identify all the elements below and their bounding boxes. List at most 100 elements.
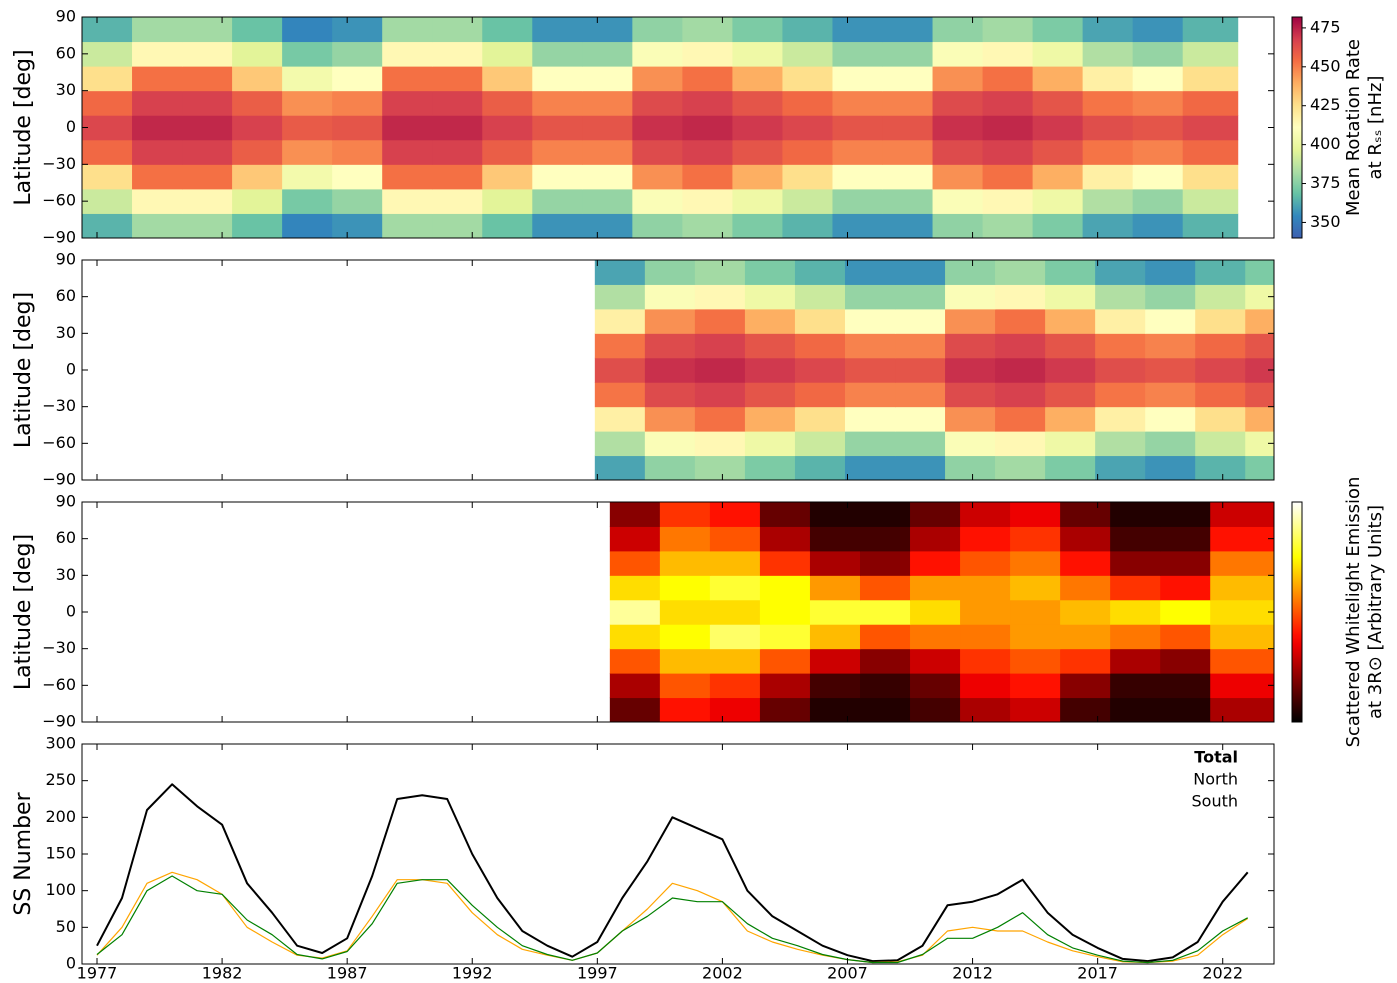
- heatmap-cell: [895, 284, 946, 310]
- heatmap-cell: [794, 406, 846, 432]
- heatmap-cell: [1210, 502, 1275, 527]
- heatmap-cell: [1210, 575, 1275, 601]
- heatmap-cell: [1082, 188, 1134, 214]
- heatmap-cell: [832, 115, 884, 141]
- heatmap-cell: [1010, 673, 1061, 699]
- y-tick-label: −90: [42, 712, 76, 731]
- heatmap-cell: [659, 673, 711, 699]
- heatmap-cell: [982, 115, 1034, 141]
- heatmap-cell: [809, 648, 861, 674]
- heatmap-cell: [1032, 115, 1084, 141]
- heatmap-cell: [709, 624, 761, 650]
- heatmap-cell: [1095, 308, 1146, 334]
- heatmap-cell: [682, 164, 733, 190]
- heatmap-cell: [895, 382, 946, 408]
- heatmap-cell: [482, 66, 533, 92]
- heatmap-cell: [844, 308, 896, 334]
- heatmap-cell: [644, 406, 696, 432]
- heatmap-cell: [1145, 308, 1196, 334]
- heatmap-cell: [732, 164, 783, 190]
- heatmap-cell: [1160, 599, 1211, 625]
- heatmap-cell: [1082, 115, 1134, 141]
- heatmap-cell: [945, 357, 996, 383]
- heatmap-cell: [332, 213, 383, 239]
- heatmap-cell: [1082, 41, 1134, 67]
- y-axis-label: Latitude [deg]: [11, 49, 36, 205]
- heatmap-cell: [1210, 526, 1275, 552]
- heatmap-cell: [644, 431, 696, 457]
- heatmap-cell: [1095, 406, 1146, 432]
- heatmap-cell: [832, 213, 884, 239]
- y-tick-label: −60: [42, 675, 76, 694]
- heatmap-cell: [1060, 673, 1111, 699]
- heatmap-cell: [882, 41, 934, 67]
- heatmap-cell: [1132, 17, 1184, 43]
- heatmap-cell: [709, 648, 761, 674]
- colorbar: [1291, 501, 1303, 723]
- heatmap-cell: [732, 188, 783, 214]
- heatmap-cell: [632, 115, 683, 141]
- heatmap-cell: [1095, 357, 1146, 383]
- heatmap-cell: [709, 502, 761, 527]
- heatmap-cell: [332, 164, 383, 190]
- heatmap-cell: [859, 502, 911, 527]
- heatmap-cell: [609, 526, 661, 552]
- y-tick-label: 100: [45, 880, 76, 899]
- heatmap-cell: [132, 115, 183, 141]
- heatmap-cell: [659, 502, 711, 527]
- heatmap-cell: [882, 213, 934, 239]
- heatmap-cell: [1160, 624, 1211, 650]
- heatmap-cell: [759, 575, 811, 601]
- heatmap-cell: [910, 624, 961, 650]
- heatmap-cell: [882, 66, 934, 92]
- heatmap-cell: [132, 66, 183, 92]
- x-tick-label: 2022: [1202, 964, 1243, 983]
- y-tick-label: 60: [56, 286, 76, 305]
- heatmap-cell: [582, 115, 633, 141]
- heatmap-cell: [1182, 17, 1239, 43]
- heatmap-cell: [732, 66, 783, 92]
- legend-entry: South: [1192, 792, 1239, 811]
- heatmap-cell: [382, 17, 433, 43]
- legend-entry: Total: [1194, 748, 1238, 767]
- heatmap-cell: [82, 17, 133, 43]
- heatmap-cell: [282, 213, 333, 239]
- heatmap-cell: [1210, 599, 1275, 625]
- heatmap-cell: [1082, 90, 1134, 116]
- heatmap-cell: [1045, 308, 1096, 334]
- heatmap-cell: [682, 139, 733, 165]
- heatmap-cell: [1110, 624, 1161, 650]
- heatmap-cell: [960, 624, 1011, 650]
- heatmap-cell: [182, 213, 233, 239]
- heatmap-cell: [910, 526, 961, 552]
- heatmap-cell: [182, 66, 233, 92]
- heatmap-cell: [1032, 139, 1084, 165]
- heatmap-cell: [532, 139, 583, 165]
- heatmap-cell: [382, 164, 433, 190]
- line-series: [96, 875, 1248, 964]
- heatmap-cell: [1060, 575, 1111, 601]
- heatmap-cell: [794, 431, 846, 457]
- heatmap-cell: [382, 188, 433, 214]
- heatmap-cell: [1210, 673, 1275, 699]
- heatmap-cell: [632, 188, 683, 214]
- heatmap-cell: [432, 115, 483, 141]
- heatmap-cell: [582, 139, 633, 165]
- heatmap-cell: [132, 164, 183, 190]
- heatmap-cell: [594, 406, 646, 432]
- heatmap-cell: [945, 406, 996, 432]
- heatmap-cell: [1145, 455, 1196, 481]
- y-tick-label: 30: [56, 323, 76, 342]
- heatmap-cell: [1045, 260, 1096, 285]
- y-tick-label: 90: [56, 7, 76, 26]
- heatmap-cell: [844, 431, 896, 457]
- heatmap-cell: [382, 90, 433, 116]
- heatmap-cell: [644, 382, 696, 408]
- heatmap-cell: [432, 41, 483, 67]
- heatmap-cell: [945, 382, 996, 408]
- y-tick-label: −30: [42, 396, 76, 415]
- heatmap-cell: [1095, 333, 1146, 359]
- heatmap-cell: [960, 550, 1011, 576]
- heatmap-cell: [945, 308, 996, 334]
- heatmap-cell: [882, 17, 934, 43]
